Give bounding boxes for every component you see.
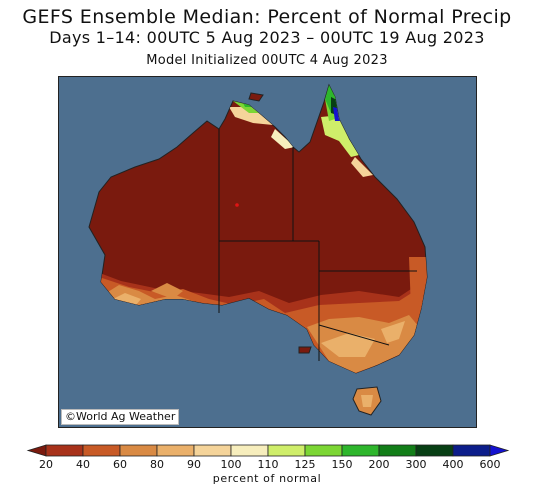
colorbar-swatch: [119, 444, 158, 457]
tiwi-islands: [248, 92, 264, 102]
forecast-period: Days 1–14: 00UTC 5 Aug 2023 – 00UTC 19 A…: [49, 28, 485, 47]
colorbar-unit-label: percent of normal: [212, 472, 322, 485]
colorbar-swatch: [452, 444, 491, 457]
colorbar-tick-label: 200: [368, 458, 390, 471]
colorbar-tick-label: 90: [187, 458, 201, 471]
colorbar-swatch: [193, 444, 232, 457]
colorbar-swatch: [304, 444, 343, 457]
map-title: GEFS Ensemble Median: Percent of Normal …: [22, 6, 512, 28]
credit-label: ©World Ag Weather: [61, 409, 180, 425]
colorbar-tick-label: 300: [405, 458, 427, 471]
colorbar-tick-label: 150: [331, 458, 353, 471]
colorbar-tick-label: 40: [76, 458, 90, 471]
colorbar-low-extend: [26, 444, 47, 457]
colorbar-swatches: [26, 444, 510, 457]
colorbar-high-extend: [489, 444, 510, 457]
colorbar-tick-label: 100: [220, 458, 242, 471]
colorbar-swatch: [267, 444, 306, 457]
colorbar-tick-label: 125: [294, 458, 316, 471]
state-borders: [218, 129, 417, 361]
colorbar-swatch: [230, 444, 269, 457]
model-init-time: Model Initialized 00UTC 4 Aug 2023: [146, 53, 388, 68]
colorbar: 20 40 60 80 90 100 110 125 150 200 300 400 600 perce…: [0, 436, 534, 490]
kangaroo-island: [298, 346, 312, 354]
map-panel: ©World Ag Weather: [58, 76, 477, 428]
colorbar-swatch: [156, 444, 195, 457]
data-dot: [235, 203, 239, 207]
colorbar-swatch: [415, 444, 454, 457]
colorbar-swatch: [341, 444, 380, 457]
colorbar-tick-label: 60: [113, 458, 127, 471]
colorbar-tick-label: 80: [150, 458, 164, 471]
colorbar-tick-label: 400: [442, 458, 464, 471]
colorbar-tick-label: 20: [39, 458, 53, 471]
colorbar-swatch: [82, 444, 121, 457]
colorbar-tick-label: 600: [479, 458, 501, 471]
colorbar-swatch: [378, 444, 417, 457]
colorbar-tick-label: 110: [257, 458, 279, 471]
colorbar-swatch: [45, 444, 84, 457]
precip-map: [59, 77, 476, 427]
